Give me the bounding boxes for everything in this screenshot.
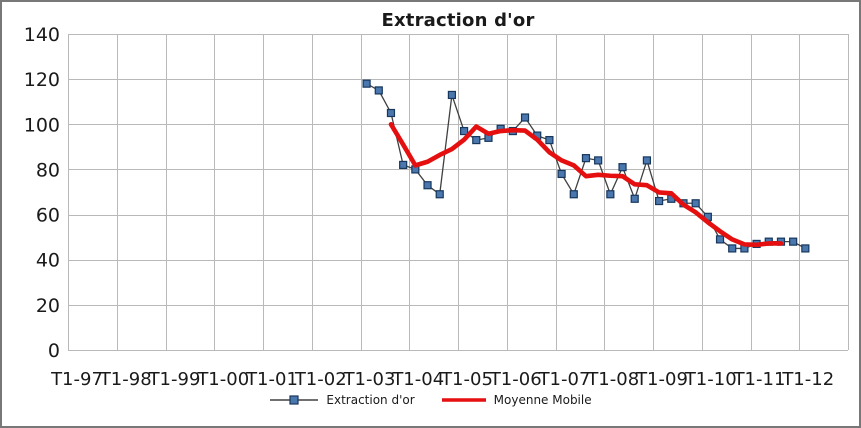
- legend-item-extraction: Extraction d'or: [269, 393, 415, 407]
- data-point-marker: [374, 86, 383, 95]
- x-axis-tick-label: T1-03: [343, 369, 396, 390]
- data-point-marker: [435, 190, 444, 199]
- data-point-marker: [715, 235, 725, 244]
- legend-label-moyenne-mobile: Moyenne Mobile: [493, 393, 592, 407]
- data-point-marker: [569, 190, 578, 199]
- legend-line-marker-swatch: [270, 395, 319, 405]
- x-axis-tick-label: T1-08: [586, 369, 639, 390]
- data-point-marker: [654, 196, 664, 206]
- data-point-marker: [691, 199, 700, 208]
- x-axis-tick-label: T1-99: [148, 369, 201, 390]
- legend-item-moyenne-mobile: Moyenne Mobile: [441, 393, 592, 407]
- x-axis-tick-label: T1-00: [196, 369, 249, 390]
- y-axis-tick-label: 40: [36, 250, 60, 272]
- y-axis-tick-label: 120: [24, 69, 60, 91]
- data-point-marker: [472, 135, 481, 145]
- data-point-marker: [581, 154, 591, 163]
- data-point-marker: [520, 113, 530, 122]
- series-extraction-line: [366, 83, 806, 250]
- x-axis-tick-label: T1-04: [391, 369, 444, 390]
- series-moyenne-mobile-line: [388, 121, 784, 248]
- data-point-marker: [594, 156, 603, 165]
- legend: Extraction d'or Moyenne Mobile: [2, 393, 859, 407]
- x-axis-tick-label: T1-07: [538, 369, 591, 390]
- data-point-marker: [399, 160, 408, 170]
- y-axis-tick-label: 60: [36, 205, 60, 227]
- y-axis-tick-label: 20: [36, 295, 60, 317]
- chart-title: Extraction d'or: [381, 10, 535, 31]
- data-point-marker: [362, 79, 371, 88]
- data-point-marker: [789, 237, 798, 246]
- x-axis-tick-label: T1-12: [781, 369, 834, 390]
- x-axis-tick-label: T1-02: [294, 369, 347, 390]
- x-axis-tick-label: T1-10: [684, 369, 737, 390]
- legend-red-line-swatch: [441, 398, 486, 402]
- y-axis-tick-label: 80: [36, 159, 60, 181]
- data-point-marker: [459, 126, 469, 136]
- x-axis-tick-label: T1-05: [440, 369, 493, 390]
- data-point-marker: [728, 244, 737, 253]
- data-point-marker: [630, 194, 639, 203]
- data-point-marker: [447, 90, 457, 100]
- x-axis-tick-label: T1-09: [635, 369, 688, 390]
- data-point-marker: [801, 244, 810, 253]
- data-point-marker: [606, 190, 615, 199]
- data-point-marker: [423, 181, 432, 190]
- data-point-marker: [386, 108, 396, 118]
- y-axis-tick-label: 0: [48, 340, 60, 362]
- legend-label-extraction: Extraction d'or: [326, 393, 415, 407]
- x-axis-tick-label: T1-11: [733, 369, 786, 390]
- x-axis-tick-label: T1-98: [99, 369, 152, 390]
- x-axis-tick-label: T1-01: [245, 369, 298, 390]
- data-point-marker: [545, 135, 554, 145]
- y-axis-tick-label: 100: [24, 114, 60, 136]
- x-axis-tick-label: T1-06: [489, 369, 542, 390]
- data-point-marker: [642, 156, 652, 165]
- data-point-marker: [618, 163, 627, 172]
- x-axis-tick-label: T1-97: [50, 369, 103, 390]
- data-point-marker: [557, 169, 566, 179]
- y-axis-tick-label: 140: [24, 24, 60, 46]
